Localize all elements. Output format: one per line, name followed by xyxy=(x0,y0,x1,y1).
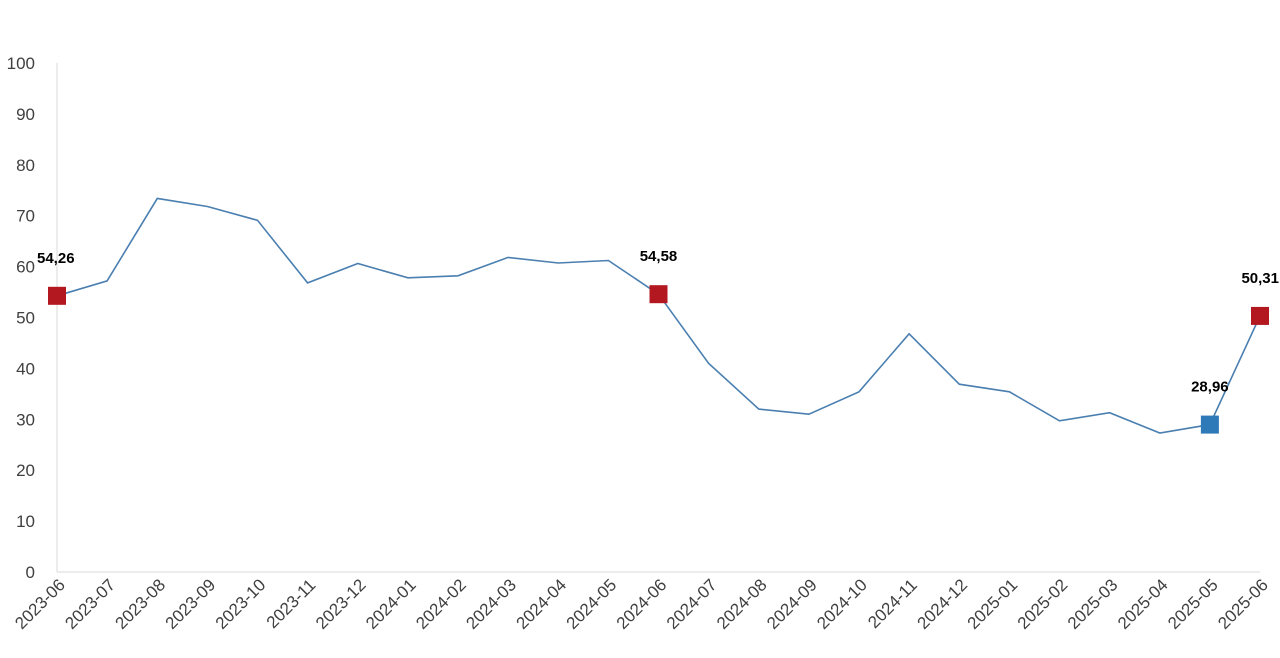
x-tick-label: 2023-06 xyxy=(11,575,69,633)
y-tick-label: 30 xyxy=(16,410,35,429)
y-tick-label: 80 xyxy=(16,156,35,175)
y-tick-label: 50 xyxy=(16,309,35,328)
x-tick-label: 2025-04 xyxy=(1114,575,1172,633)
y-tick-label: 40 xyxy=(16,359,35,378)
data-label: 54,26 xyxy=(37,250,75,267)
x-tick-label: 2024-02 xyxy=(412,575,470,633)
x-tick-label: 2025-02 xyxy=(1014,575,1072,633)
x-tick-label: 2025-01 xyxy=(964,575,1022,633)
x-tick-label: 2023-07 xyxy=(61,575,119,633)
x-tick-label: 2025-06 xyxy=(1214,575,1272,633)
series-line xyxy=(56,197,1261,434)
x-tick-label: 2023-09 xyxy=(162,575,220,633)
x-tick-label: 2023-10 xyxy=(212,575,270,633)
x-tick-label: 2025-05 xyxy=(1164,575,1222,633)
y-tick-label: 60 xyxy=(16,258,35,277)
y-tick-label: 100 xyxy=(7,54,35,73)
x-tick-label: 2023-08 xyxy=(112,575,170,633)
data-label: 28,96 xyxy=(1191,379,1229,396)
data-label: 50,31 xyxy=(1241,270,1279,287)
y-tick-label: 10 xyxy=(16,512,35,531)
x-axis-ticks: 2023-062023-072023-082023-092023-102023-… xyxy=(11,575,1272,633)
highlight-marker xyxy=(1251,306,1269,325)
highlight-marker xyxy=(48,286,66,305)
x-tick-label: 2023-12 xyxy=(312,575,370,633)
x-tick-label: 2024-07 xyxy=(663,575,721,633)
y-tick-label: 70 xyxy=(16,207,35,226)
highlight-marker xyxy=(649,285,668,304)
x-tick-label: 2025-03 xyxy=(1064,575,1122,633)
x-tick-label: 2024-10 xyxy=(813,575,871,633)
x-tick-label: 2024-04 xyxy=(513,575,571,633)
x-tick-label: 2024-03 xyxy=(462,575,520,633)
x-tick-label: 2024-11 xyxy=(864,575,921,632)
x-tick-label: 2024-08 xyxy=(713,575,771,633)
x-tick-label: 2024-01 xyxy=(362,575,420,633)
highlight-markers xyxy=(48,285,1269,434)
data-labels: 54,26 54,58 28,96 50,31 xyxy=(37,248,1279,395)
y-tick-label: 90 xyxy=(16,105,35,124)
y-axis-ticks: 0 10 20 30 40 50 60 70 80 90 100 xyxy=(7,54,35,582)
highlight-marker xyxy=(1200,415,1219,434)
x-tick-label: 2023-11 xyxy=(263,575,320,632)
x-tick-label: 2024-09 xyxy=(763,575,821,633)
x-tick-label: 2024-05 xyxy=(563,575,621,633)
x-tick-label: 2024-12 xyxy=(914,575,972,633)
y-tick-label: 20 xyxy=(16,461,35,480)
data-label: 54,58 xyxy=(640,248,678,265)
x-tick-label: 2024-06 xyxy=(613,575,671,633)
y-tick-label: 0 xyxy=(26,563,35,582)
